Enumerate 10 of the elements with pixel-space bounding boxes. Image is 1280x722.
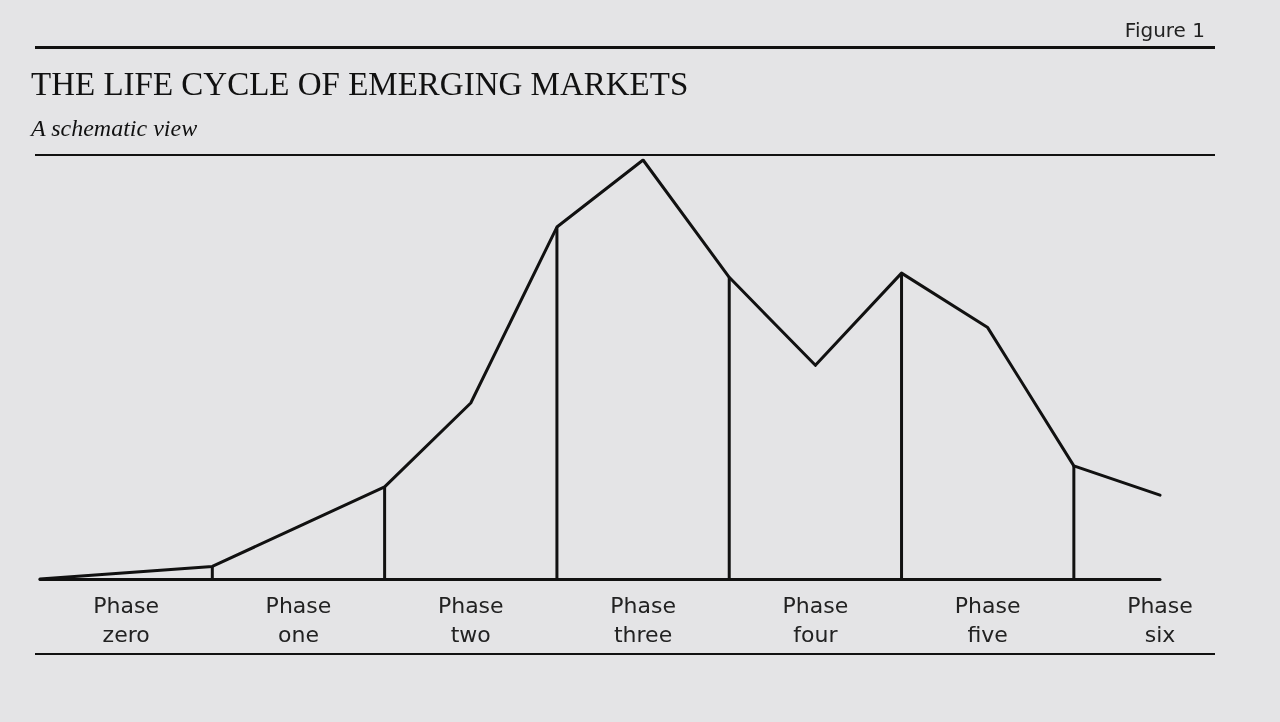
x-tick-label: Phase two [437, 593, 504, 647]
x-tick-label: Phase zero [93, 593, 160, 647]
x-tick-label: Phase three [610, 593, 676, 647]
x-tick-label: Phase five [954, 593, 1021, 647]
x-tick-label: Phase four [782, 593, 849, 647]
caption: Figure 1 [1124, 18, 1206, 42]
x-tick-label: Phase one [265, 593, 332, 647]
chart-title: THE LIFE CYCLE OF EMERGING MARKETS [31, 65, 689, 102]
x-tick-label: Phase six [1127, 593, 1193, 647]
chart-subtitle: A schematic view [29, 115, 198, 141]
